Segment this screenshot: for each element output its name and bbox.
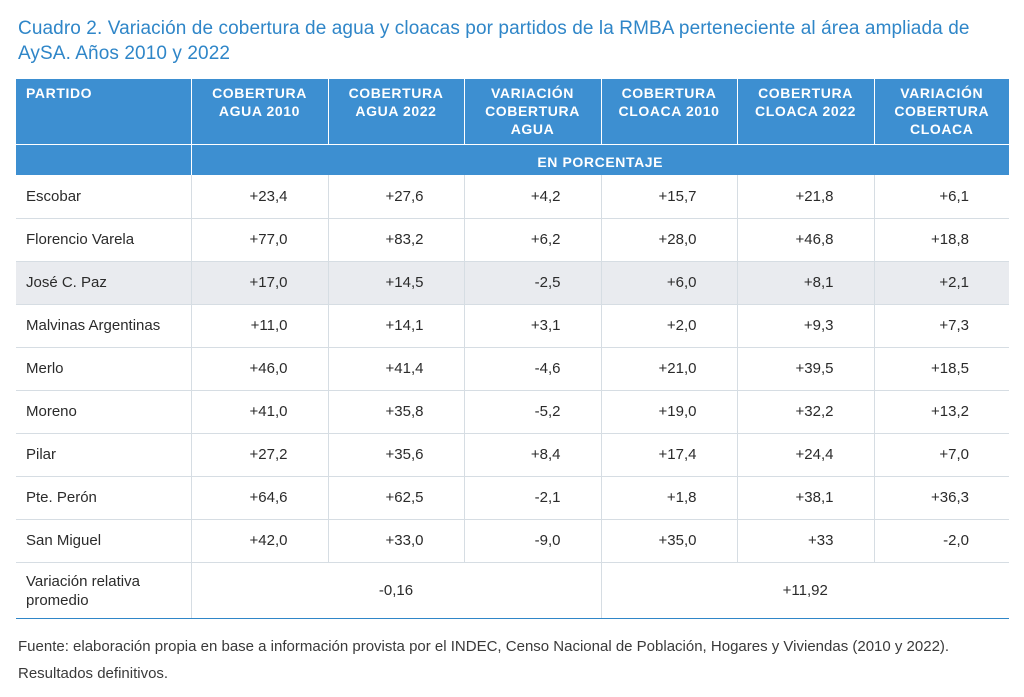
- cell-partido: Malvinas Argentinas: [16, 304, 191, 348]
- cell-cobertura-agua-2022: +35,6: [327, 433, 464, 477]
- cell-cobertura-cloaca-2010: +1,8: [600, 476, 737, 520]
- cell-partido: San Miguel: [16, 519, 191, 563]
- cell-cobertura-agua-2010: +64,6: [190, 476, 328, 520]
- cell-cobertura-cloaca-2022: +46,8: [736, 218, 874, 262]
- table-row: José C. Paz +17,0 +14,5 -2,5 +6,0 +8,1 +2,1: [16, 261, 1009, 305]
- header-variacion-cloaca: VARIACIÓN COBERTURA CLOACA: [873, 79, 1009, 145]
- cell-cobertura-agua-2010: +42,0: [190, 519, 328, 563]
- header-partido: PARTIDO: [16, 79, 191, 145]
- cell-cobertura-cloaca-2022: +8,1: [736, 261, 874, 305]
- summary-label: Variación relativa promedio: [16, 562, 191, 619]
- cell-variacion-agua: -2,1: [463, 476, 601, 520]
- table-row: San Miguel +42,0 +33,0 -9,0 +35,0 +33 -2,0: [16, 519, 1009, 563]
- cell-cobertura-agua-2022: +41,4: [327, 347, 464, 391]
- cell-variacion-cloaca: +6,1: [873, 175, 1009, 219]
- header-cobertura-cloaca-2010: COBERTURA CLOACA 2010: [600, 79, 737, 145]
- cell-variacion-agua: +4,2: [463, 175, 601, 219]
- cell-partido: Moreno: [16, 390, 191, 434]
- cell-variacion-cloaca: +18,8: [873, 218, 1009, 262]
- cell-cobertura-cloaca-2022: +21,8: [736, 175, 874, 219]
- cell-cobertura-agua-2010: +23,4: [190, 175, 328, 219]
- cell-variacion-agua: -9,0: [463, 519, 601, 563]
- cell-cobertura-agua-2022: +14,1: [327, 304, 464, 348]
- table-row: Pte. Perón +64,6 +62,5 -2,1 +1,8 +38,1 +36,3: [16, 476, 1009, 520]
- cell-cobertura-agua-2010: +11,0: [190, 304, 328, 348]
- cell-variacion-cloaca: +18,5: [873, 347, 1009, 391]
- cell-cobertura-agua-2010: +77,0: [190, 218, 328, 262]
- cell-cobertura-agua-2010: +27,2: [190, 433, 328, 477]
- cell-cobertura-cloaca-2010: +15,7: [600, 175, 737, 219]
- cell-cobertura-cloaca-2022: +32,2: [736, 390, 874, 434]
- cell-cobertura-agua-2022: +62,5: [327, 476, 464, 520]
- cell-cobertura-agua-2022: +83,2: [327, 218, 464, 262]
- summary-row: Variación relativa promedio -0,16 +11,92: [16, 562, 1009, 619]
- cell-cobertura-agua-2010: +46,0: [190, 347, 328, 391]
- summary-agua: -0,16: [190, 562, 601, 619]
- cell-variacion-cloaca: -2,0: [873, 519, 1009, 563]
- cell-cobertura-agua-2022: +14,5: [327, 261, 464, 305]
- cell-cobertura-cloaca-2010: +2,0: [600, 304, 737, 348]
- header-cobertura-agua-2022: COBERTURA AGUA 2022: [327, 79, 464, 145]
- source-note: Fuente: elaboración propia en base a inf…: [18, 638, 950, 682]
- cell-variacion-cloaca: +7,3: [873, 304, 1009, 348]
- cell-variacion-cloaca: +2,1: [873, 261, 1009, 305]
- header-unit-label: EN PORCENTAJE: [190, 144, 1009, 175]
- cell-cobertura-agua-2010: +41,0: [190, 390, 328, 434]
- cell-cobertura-cloaca-2010: +6,0: [600, 261, 737, 305]
- cell-variacion-cloaca: +13,2: [873, 390, 1009, 434]
- cell-partido: Pte. Perón: [16, 476, 191, 520]
- cell-variacion-cloaca: +36,3: [873, 476, 1009, 520]
- table-row: Florencio Varela +77,0 +83,2 +6,2 +28,0 +46,8…: [16, 218, 1009, 262]
- cell-partido: Escobar: [16, 175, 191, 219]
- cell-cobertura-cloaca-2022: +24,4: [736, 433, 874, 477]
- cell-cobertura-agua-2022: +27,6: [327, 175, 464, 219]
- cell-variacion-agua: -4,6: [463, 347, 601, 391]
- table-row: Escobar +23,4 +27,6 +4,2 +15,7 +21,8 +6,1: [16, 175, 1009, 219]
- table-row: Malvinas Argentinas +11,0 +14,1 +3,1 +2,0 +9,…: [16, 304, 1009, 348]
- cell-variacion-cloaca: +7,0: [873, 433, 1009, 477]
- cell-cobertura-cloaca-2010: +28,0: [600, 218, 737, 262]
- cell-cobertura-cloaca-2022: +9,3: [736, 304, 874, 348]
- cell-variacion-agua: +6,2: [463, 218, 601, 262]
- cell-partido: Florencio Varela: [16, 218, 191, 262]
- table-row: Moreno +41,0 +35,8 -5,2 +19,0 +32,2 +13,2: [16, 390, 1009, 434]
- header-blank: [16, 144, 191, 175]
- header-cobertura-cloaca-2022: COBERTURA CLOACA 2022: [736, 79, 874, 145]
- cell-partido: Merlo: [16, 347, 191, 391]
- summary-cloaca: +11,92: [600, 562, 1009, 619]
- cell-cobertura-cloaca-2010: +17,4: [600, 433, 737, 477]
- header-cobertura-agua-2010: COBERTURA AGUA 2010: [190, 79, 328, 145]
- cell-cobertura-agua-2010: +17,0: [190, 261, 328, 305]
- cell-variacion-agua: -2,5: [463, 261, 601, 305]
- table-title: Cuadro 2. Variación de cobertura de agua…: [18, 18, 970, 64]
- header-variacion-agua: VARIACIÓN COBERTURA AGUA: [463, 79, 601, 145]
- table-row: Merlo +46,0 +41,4 -4,6 +21,0 +39,5 +18,5: [16, 347, 1009, 391]
- cell-cobertura-cloaca-2010: +19,0: [600, 390, 737, 434]
- cell-variacion-agua: +3,1: [463, 304, 601, 348]
- cell-cobertura-cloaca-2010: +35,0: [600, 519, 737, 563]
- coverage-table: PARTIDO COBERTURA AGUA 2010 COBERTURA AG…: [16, 79, 1009, 619]
- cell-cobertura-cloaca-2022: +39,5: [736, 347, 874, 391]
- cell-cobertura-cloaca-2010: +21,0: [600, 347, 737, 391]
- cell-cobertura-cloaca-2022: +38,1: [736, 476, 874, 520]
- cell-variacion-agua: +8,4: [463, 433, 601, 477]
- cell-partido: Pilar: [16, 433, 191, 477]
- cell-cobertura-cloaca-2022: +33: [736, 519, 874, 563]
- cell-cobertura-agua-2022: +33,0: [327, 519, 464, 563]
- table-row: Pilar +27,2 +35,6 +8,4 +17,4 +24,4 +7,0: [16, 433, 1009, 477]
- cell-variacion-agua: -5,2: [463, 390, 601, 434]
- cell-cobertura-agua-2022: +35,8: [327, 390, 464, 434]
- cell-partido: José C. Paz: [16, 261, 191, 305]
